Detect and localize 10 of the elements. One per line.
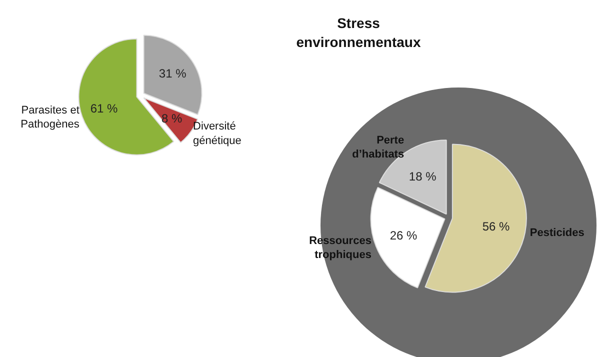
data-label: 18 % [408, 170, 437, 184]
slice-label: Pesticides [530, 227, 584, 240]
data-label: 8 % [162, 111, 183, 126]
chart-title: Stress environnementaux [296, 14, 421, 50]
data-label: 56 % [482, 220, 510, 234]
data-label: 61 % [90, 102, 118, 116]
slice-label: Diversité génétique [193, 120, 242, 147]
data-label: 31 % [158, 66, 187, 81]
slice-label: Parasites et Pathogènes [20, 104, 80, 131]
data-label: 26 % [390, 228, 418, 242]
